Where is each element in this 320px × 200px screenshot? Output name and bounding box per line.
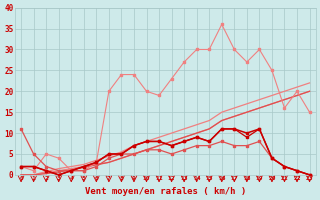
X-axis label: Vent moyen/en rafales ( km/h ): Vent moyen/en rafales ( km/h ) [85, 187, 246, 196]
